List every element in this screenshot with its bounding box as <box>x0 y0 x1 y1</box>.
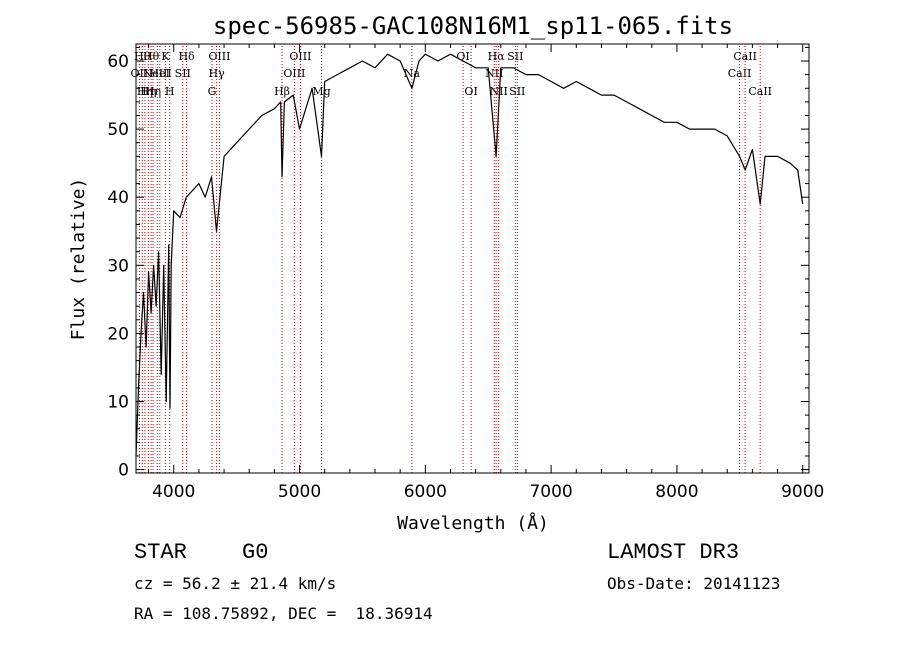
spectral-line-label: OIII <box>289 50 311 63</box>
survey-name: LAMOST DR3 <box>607 540 740 565</box>
spectral-line-label: HeI <box>150 67 170 80</box>
observation-date: Obs-Date: 20141123 <box>607 574 781 593</box>
spectral-lines-layer: OIIHθHηHηHθHηNeIIIHeIKHSIIHδGHγOIIIHβOII… <box>131 46 772 473</box>
spectral-line-label: OIII <box>208 50 230 63</box>
spectral-line-label: CaII <box>748 85 772 98</box>
spectral-line-label: SII <box>507 50 523 63</box>
spectral-line-label: Hη <box>137 85 153 98</box>
x-tick-label: 7000 <box>529 482 572 502</box>
chart-title: spec-56985-GAC108N16M1_sp11-065.fits <box>213 12 733 40</box>
object-subclass: G0 <box>242 540 269 565</box>
spectral-line-label: CaII <box>733 50 757 63</box>
spectral-line-label: Hα <box>488 50 506 63</box>
y-tick-label: 50 <box>107 120 129 140</box>
spectral-line-label: OII <box>131 67 149 80</box>
spectral-line-label: NII <box>490 85 508 98</box>
spectral-line-label: SII <box>509 85 525 98</box>
axis-ticks-layer: 4000 5000 6000 7000 8000 9000 0 10 20 30 40 50 60 <box>107 44 824 502</box>
y-tick-label: 40 <box>107 188 129 208</box>
plot-frame <box>135 43 810 474</box>
y-tick-label: 10 <box>107 393 129 413</box>
spectral-line-label: H <box>165 85 175 98</box>
spectral-line-label: Mg <box>312 85 330 98</box>
coordinates: RA = 108.75892, DEC = 18.36914 <box>134 604 433 623</box>
y-tick-label: 60 <box>107 52 129 72</box>
y-axis-label: Flux (relative) <box>68 178 89 341</box>
x-tick-label: 8000 <box>655 482 698 502</box>
flux-series-layer <box>135 53 804 457</box>
x-tick-label: 6000 <box>404 482 447 502</box>
x-tick-label: 4000 <box>152 482 195 502</box>
spectral-line-label: Hη <box>145 85 161 98</box>
spectral-line-label: OI <box>464 85 477 98</box>
spectral-line-label: Na <box>404 67 421 80</box>
spectral-line-label: G <box>208 85 217 98</box>
flux-series-line <box>135 53 804 457</box>
spectral-line-label: Hβ <box>274 85 290 98</box>
spectral-line-label: Hδ <box>178 50 195 63</box>
x-tick-label: 9000 <box>781 482 824 502</box>
spectral-line-label: Hθ <box>143 50 160 63</box>
spectral-line-label: OIII <box>283 67 305 80</box>
redshift-velocity: cz = 56.2 ± 21.4 km/s <box>134 574 337 593</box>
x-tick-label: 5000 <box>278 482 321 502</box>
spectral-line-label: K <box>161 50 170 63</box>
x-axis-label: Wavelength (Å) <box>397 512 549 534</box>
y-tick-label: 0 <box>118 461 129 481</box>
spectral-line-label: SII <box>175 67 191 80</box>
spectral-line-label: NeIII <box>143 67 172 80</box>
y-tick-label: 20 <box>107 324 129 344</box>
object-class: STAR <box>134 540 187 565</box>
spectral-line-label: Hθ <box>134 50 151 63</box>
y-tick-label: 30 <box>107 256 129 276</box>
spectral-line-label: CaII <box>728 67 752 80</box>
spectral-line-label: Hγ <box>209 67 226 80</box>
spectral-line-label: Hη <box>140 85 156 98</box>
